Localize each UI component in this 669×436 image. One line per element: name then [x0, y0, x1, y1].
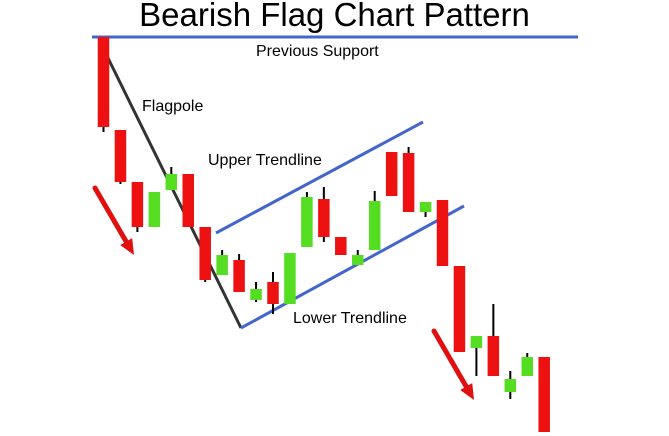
candle-2-bearish	[114, 130, 127, 182]
candle-4-bullish	[148, 192, 161, 227]
annotation-label-1: Previous Support	[256, 43, 379, 60]
candle-20-bullish	[419, 202, 432, 212]
candle-17-bullish	[368, 201, 381, 250]
candle-15-bearish	[335, 237, 347, 255]
upper-trendline-line	[215, 120, 424, 235]
candle-10-bullish	[250, 289, 262, 300]
annotation-label-4: Lower Trendline	[293, 310, 407, 327]
candle-7-bearish	[199, 227, 211, 280]
candle-24-bearish	[487, 336, 500, 376]
candle-9-bearish	[233, 260, 245, 292]
candle-18-bearish	[385, 152, 398, 196]
annotation-label-2: Flagpole	[142, 98, 203, 115]
candle-21-bearish	[436, 200, 449, 266]
candle-22-bearish	[453, 266, 466, 352]
candle-27-bearish	[538, 357, 550, 432]
candle-1-bearish	[97, 37, 110, 127]
candle-23-bullish	[470, 336, 483, 348]
down-arrow-1-shaft	[92, 185, 132, 249]
chart-title: Bearish Flag Chart Pattern	[139, 0, 530, 33]
candle-14-bearish	[318, 199, 330, 237]
candle-12-bullish	[284, 253, 296, 304]
candle-5-bullish	[165, 174, 178, 190]
annotation-label-3: Upper Trendline	[208, 152, 322, 169]
candle-8-bullish	[216, 255, 228, 275]
down-arrow-1-head	[120, 238, 134, 255]
down-arrow-2-head	[460, 383, 474, 400]
candle-16-bullish	[352, 255, 364, 265]
lower-trendline-line	[240, 204, 465, 330]
candle-11-bearish	[267, 282, 279, 304]
candle-3-bearish	[131, 182, 144, 227]
candle-13-bullish	[301, 197, 313, 247]
flagpole-line	[105, 55, 243, 329]
candle-26-bullish	[521, 357, 533, 376]
candle-19-bearish	[402, 153, 415, 212]
candle-6-bearish	[182, 174, 194, 227]
down-arrow-2-shaft	[431, 328, 472, 394]
candle-25-bullish	[504, 379, 517, 392]
